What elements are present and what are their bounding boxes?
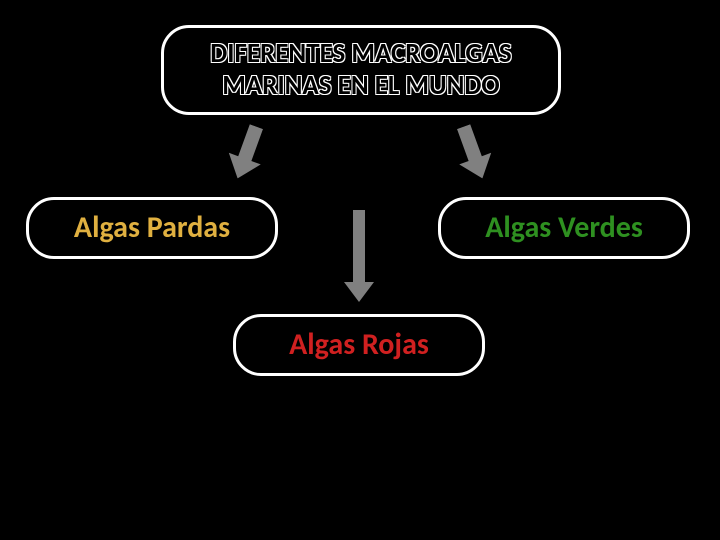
title-line2: MARINAS EN EL MUNDO: [222, 69, 499, 102]
title-node: DIFERENTES MACROALGAS MARINAS EN EL MUND…: [161, 25, 561, 115]
title-text: DIFERENTES MACROALGAS MARINAS EN EL MUND…: [210, 38, 511, 103]
title-line1: DIFERENTES MACROALGAS: [210, 37, 511, 70]
arrow-right-icon: [448, 121, 499, 184]
bottom-label: Algas Rojas: [289, 327, 429, 363]
arrow-down-icon: [344, 210, 374, 302]
arrow-left-icon: [222, 121, 273, 184]
right-node: Algas Verdes: [438, 197, 690, 259]
left-label: Algas Pardas: [74, 210, 230, 246]
left-node: Algas Pardas: [26, 197, 278, 259]
right-label: Algas Verdes: [485, 210, 643, 246]
bottom-node: Algas Rojas: [233, 314, 485, 376]
